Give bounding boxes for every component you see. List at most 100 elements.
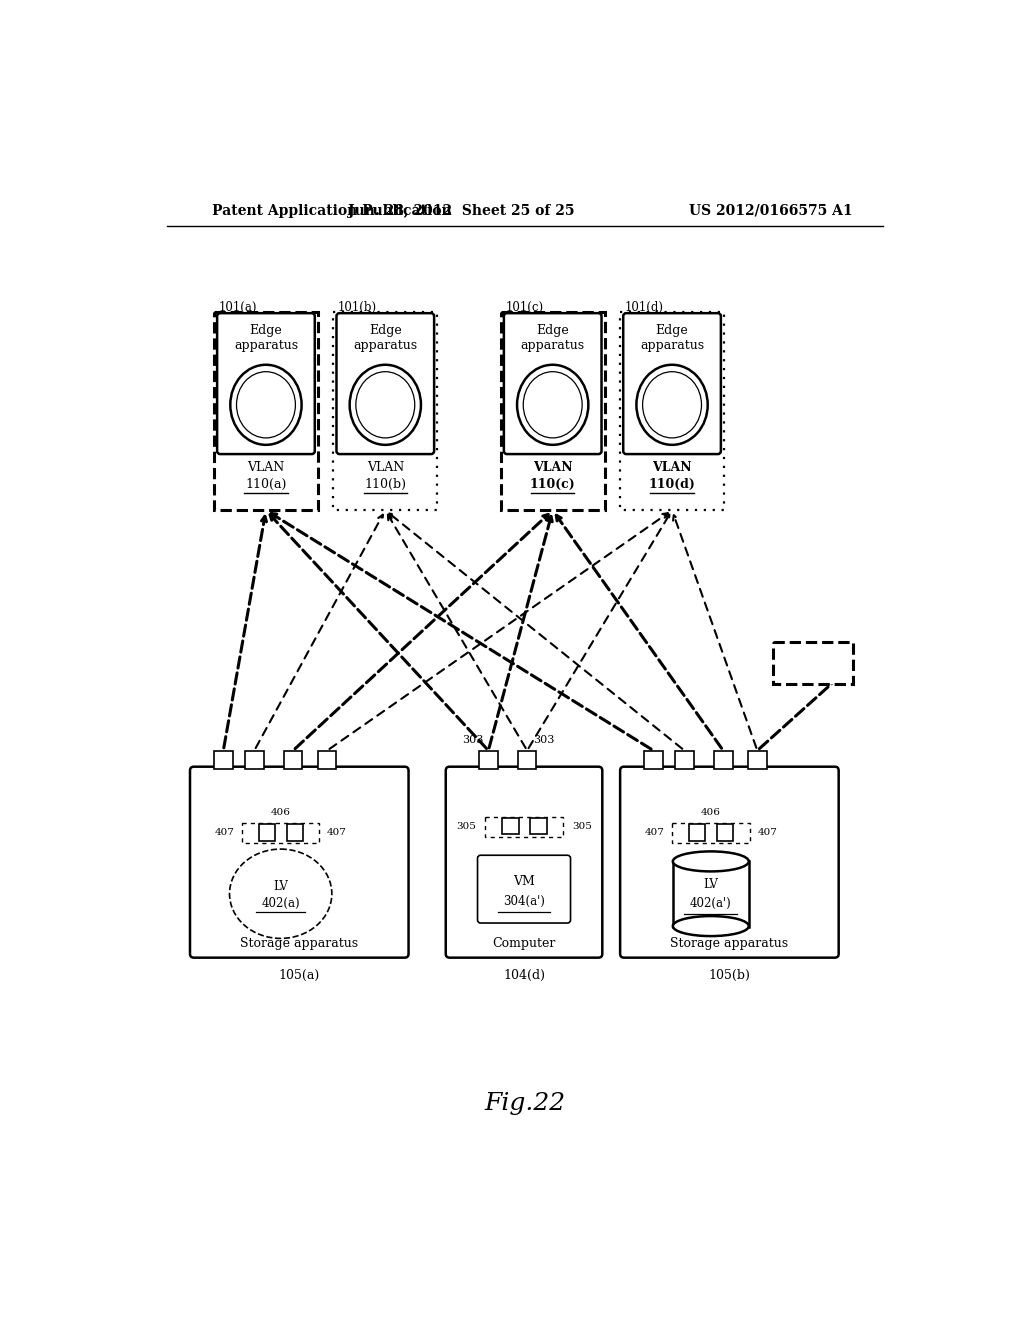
FancyBboxPatch shape	[445, 767, 602, 958]
Text: 303: 303	[534, 735, 555, 744]
Bar	[621, 313, 724, 511]
Text: 105(b): 105(b)	[709, 969, 751, 982]
Text: a: a	[220, 755, 226, 764]
Ellipse shape	[673, 851, 749, 871]
Text: 304(a'): 304(a')	[503, 895, 545, 908]
Text: Storage apparatus: Storage apparatus	[241, 936, 358, 949]
Text: VLAN: VLAN	[532, 462, 572, 474]
Ellipse shape	[517, 364, 589, 445]
FancyBboxPatch shape	[337, 313, 434, 454]
Text: 104(d): 104(d)	[503, 969, 545, 982]
Text: 305: 305	[456, 822, 476, 832]
FancyBboxPatch shape	[504, 313, 601, 454]
Text: Fig.22: Fig.22	[484, 1093, 565, 1115]
Text: FS
207(b): FS 207(b)	[367, 391, 403, 413]
Text: 402(a): 402(a)	[261, 896, 300, 909]
Text: VLAN: VLAN	[367, 462, 403, 474]
Text: 407: 407	[758, 829, 777, 837]
Text: Edge
apparatus: Edge apparatus	[520, 323, 585, 352]
Bar	[748, 751, 767, 770]
Text: 110(c): 110(c)	[529, 478, 575, 491]
FancyBboxPatch shape	[624, 313, 721, 454]
Text: b': b'	[534, 821, 543, 830]
Text: FS
207(d): FS 207(d)	[653, 391, 690, 413]
Text: Computer: Computer	[493, 936, 556, 949]
Text: b: b	[291, 828, 298, 837]
Text: 110(d): 110(d)	[648, 478, 695, 491]
Text: h: h	[523, 755, 530, 764]
Text: VM: VM	[513, 875, 535, 888]
Bar	[714, 751, 732, 770]
Text: 305: 305	[572, 822, 592, 832]
Text: g: g	[485, 755, 492, 764]
Bar	[259, 825, 275, 841]
Ellipse shape	[230, 364, 302, 445]
Text: Jun. 28, 2012  Sheet 25 of 25: Jun. 28, 2012 Sheet 25 of 25	[348, 203, 574, 218]
Text: Storage apparatus: Storage apparatus	[671, 936, 788, 949]
Text: VLAN: VLAN	[794, 649, 833, 663]
FancyBboxPatch shape	[190, 767, 409, 958]
Bar	[644, 751, 663, 770]
Text: b: b	[251, 755, 258, 764]
Text: a': a'	[506, 821, 514, 830]
Text: Patent Application Publication: Patent Application Publication	[212, 203, 452, 218]
Text: LV: LV	[703, 878, 718, 891]
Ellipse shape	[356, 372, 415, 438]
Text: 407: 407	[644, 829, 665, 837]
Bar	[773, 642, 853, 684]
Bar	[672, 822, 750, 843]
Text: Edge
apparatus: Edge apparatus	[233, 323, 298, 352]
Bar	[501, 313, 604, 511]
Text: 407: 407	[328, 829, 347, 837]
Text: b': b'	[720, 828, 729, 837]
Text: 407: 407	[214, 829, 234, 837]
Bar	[284, 751, 302, 770]
Ellipse shape	[636, 364, 708, 445]
Text: e: e	[650, 755, 656, 764]
Text: FS
207(a): FS 207(a)	[248, 391, 285, 413]
Ellipse shape	[237, 372, 295, 438]
Text: 101(a): 101(a)	[219, 301, 257, 314]
Bar	[245, 751, 263, 770]
Text: FS
207(c): FS 207(c)	[535, 391, 570, 413]
Bar	[479, 751, 498, 770]
Bar	[503, 818, 518, 834]
Bar	[334, 313, 437, 511]
Text: 303: 303	[462, 735, 483, 744]
Bar	[689, 825, 706, 841]
Bar	[214, 751, 232, 770]
Text: 101(c): 101(c)	[506, 301, 544, 314]
Bar	[530, 818, 547, 834]
Text: d: d	[324, 755, 331, 764]
Text: Edge
apparatus: Edge apparatus	[640, 323, 705, 352]
Text: Edge
apparatus: Edge apparatus	[353, 323, 418, 352]
Bar	[287, 825, 303, 841]
Ellipse shape	[673, 916, 749, 936]
Text: 110(b): 110(b)	[365, 478, 407, 491]
FancyBboxPatch shape	[217, 313, 314, 454]
Text: 101(b): 101(b)	[338, 301, 377, 314]
Text: g: g	[720, 755, 726, 764]
Bar	[518, 751, 537, 770]
Text: f: f	[683, 755, 686, 764]
Text: 105(a): 105(a)	[279, 969, 319, 982]
Text: c: c	[290, 755, 296, 764]
Text: 110(a): 110(a)	[246, 478, 287, 491]
Bar	[242, 822, 319, 843]
Text: VLAN: VLAN	[652, 462, 692, 474]
Bar	[717, 825, 733, 841]
Bar	[675, 751, 693, 770]
Text: 101(d): 101(d)	[625, 301, 664, 314]
Ellipse shape	[523, 372, 583, 438]
Ellipse shape	[643, 372, 701, 438]
FancyBboxPatch shape	[621, 767, 839, 958]
Ellipse shape	[229, 849, 332, 939]
Text: 402(a'): 402(a')	[690, 896, 732, 909]
Bar	[214, 313, 317, 511]
Text: VLAN: VLAN	[248, 462, 285, 474]
Text: a': a'	[692, 828, 701, 837]
Bar	[673, 862, 749, 927]
Bar	[317, 751, 337, 770]
Bar	[485, 817, 563, 837]
Text: US 2012/0166575 A1: US 2012/0166575 A1	[689, 203, 853, 218]
